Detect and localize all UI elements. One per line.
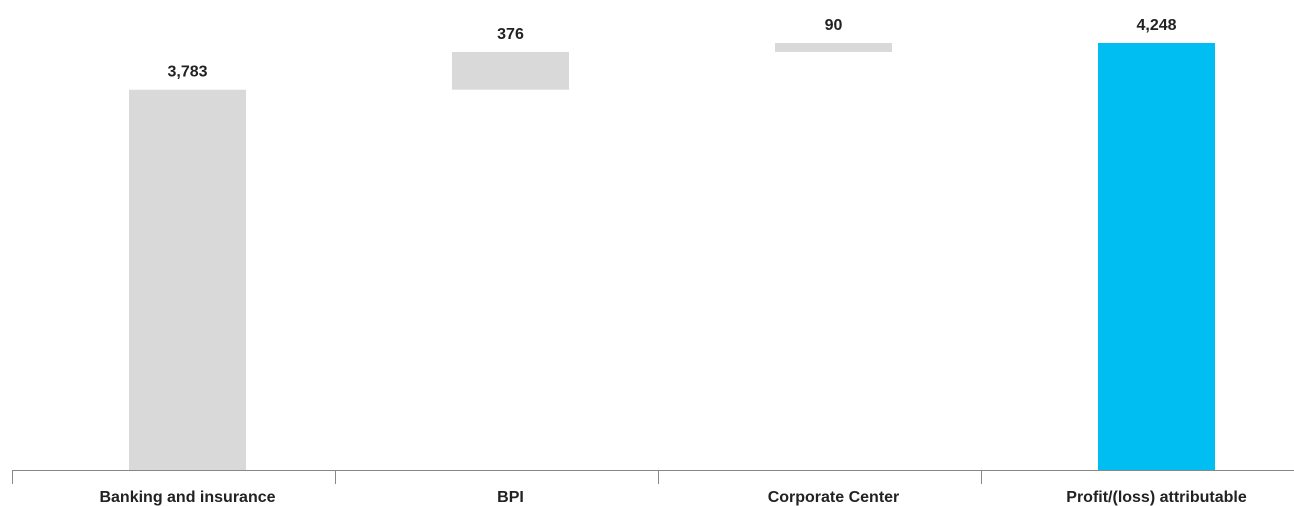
category-label: Profit/(loss) attributable <box>1066 489 1247 506</box>
category-labels-layer: Banking and insurance BPI Corporate Center… <box>99 489 1246 506</box>
value-label: 376 <box>497 26 524 43</box>
bar-profit-loss-attributable <box>1098 43 1215 470</box>
category-label: Banking and insurance <box>99 489 275 506</box>
bars-layer <box>129 43 1215 471</box>
x-axis <box>12 470 1294 484</box>
category-label: BPI <box>497 489 524 506</box>
value-labels-layer: 3,783 376 90 4,248 <box>167 17 1176 81</box>
value-label: 90 <box>825 17 843 34</box>
bar-corporate-center <box>775 43 892 52</box>
bar-banking-and-insurance <box>129 89 246 471</box>
value-label: 4,248 <box>1136 17 1176 34</box>
bar-bpi <box>452 51 569 90</box>
category-label: Corporate Center <box>768 489 900 506</box>
value-label: 3,783 <box>167 64 207 81</box>
